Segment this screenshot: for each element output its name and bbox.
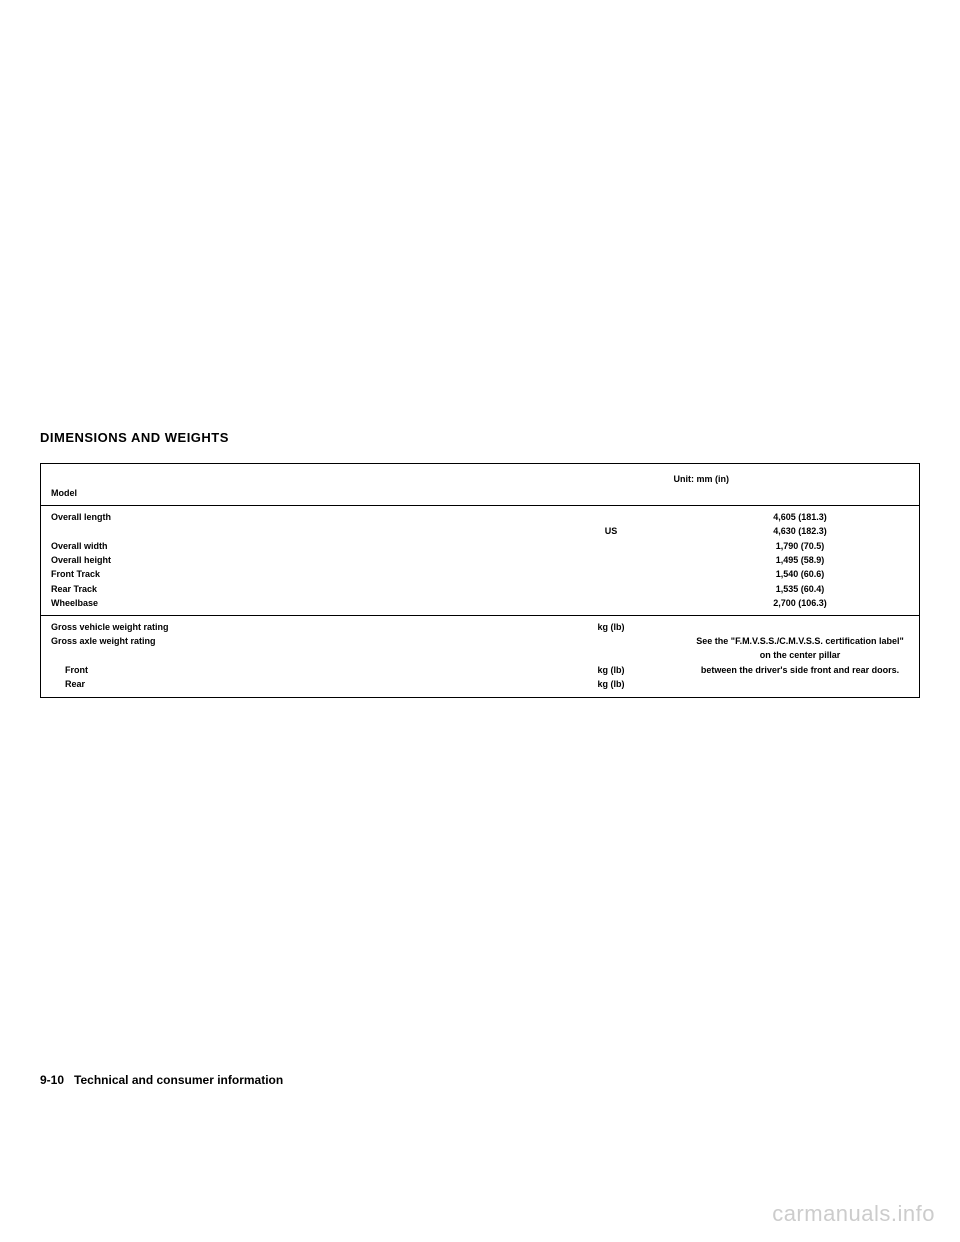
gvwr-unit: kg (lb) bbox=[531, 620, 691, 634]
section-title: DIMENSIONS AND WEIGHTS bbox=[40, 430, 920, 445]
dim-value: 1,495 (58.9) bbox=[691, 553, 909, 567]
dim-mid bbox=[531, 582, 691, 596]
dim-label: Overall height bbox=[51, 553, 531, 567]
dim-value: 1,790 (70.5) bbox=[691, 539, 909, 553]
gawr-label: Gross axle weight rating bbox=[51, 634, 531, 648]
dim-label bbox=[51, 524, 531, 538]
dim-value: 1,540 (60.6) bbox=[691, 567, 909, 581]
rear-label: Rear bbox=[51, 677, 531, 691]
section-name: Technical and consumer information bbox=[74, 1073, 283, 1087]
dim-value: 2,700 (106.3) bbox=[691, 596, 909, 610]
table-row: US 4,630 (182.3) bbox=[51, 524, 909, 538]
dim-value: 4,605 (181.3) bbox=[691, 510, 909, 524]
table-row: Gross vehicle weight rating kg (lb) bbox=[51, 620, 909, 634]
unit-label: Unit: mm (in) bbox=[674, 472, 730, 486]
table-row: Gross axle weight rating See the "F.M.V.… bbox=[51, 634, 909, 663]
watermark: carmanuals.info bbox=[772, 1201, 935, 1227]
table-row: Overall height 1,495 (58.9) bbox=[51, 553, 909, 567]
model-label: Model bbox=[51, 486, 77, 500]
dim-label: Overall width bbox=[51, 539, 531, 553]
table-row: Front Track 1,540 (60.6) bbox=[51, 567, 909, 581]
dim-label: Overall length bbox=[51, 510, 531, 524]
page-number: 9-10 bbox=[40, 1073, 64, 1087]
weights-section: Gross vehicle weight rating kg (lb) Gros… bbox=[41, 616, 919, 698]
front-unit: kg (lb) bbox=[531, 663, 691, 677]
page-footer: 9-10 Technical and consumer information bbox=[40, 1073, 283, 1087]
table-row: Rear Track 1,535 (60.4) bbox=[51, 582, 909, 596]
dim-mid bbox=[531, 510, 691, 524]
dim-mid bbox=[531, 567, 691, 581]
table-row: Front kg (lb) between the driver's side … bbox=[51, 663, 909, 677]
dim-value: 1,535 (60.4) bbox=[691, 582, 909, 596]
weight-note: See the "F.M.V.S.S./C.M.V.S.S. certifica… bbox=[691, 634, 909, 663]
dim-mid: US bbox=[531, 524, 691, 538]
dim-mid bbox=[531, 553, 691, 567]
table-row: Wheelbase 2,700 (106.3) bbox=[51, 596, 909, 610]
dim-mid bbox=[531, 596, 691, 610]
rear-unit: kg (lb) bbox=[531, 677, 691, 691]
front-label: Front bbox=[51, 663, 531, 677]
dim-label: Front Track bbox=[51, 567, 531, 581]
dim-label: Wheelbase bbox=[51, 596, 531, 610]
weight-note: between the driver's side front and rear… bbox=[691, 663, 909, 677]
dimensions-table: Unit: mm (in) Model Overall length 4,605… bbox=[40, 463, 920, 698]
table-row: Overall width 1,790 (70.5) bbox=[51, 539, 909, 553]
dim-label: Rear Track bbox=[51, 582, 531, 596]
table-row: Overall length 4,605 (181.3) bbox=[51, 510, 909, 524]
dim-mid bbox=[531, 539, 691, 553]
dimensions-section: Overall length 4,605 (181.3) US 4,630 (1… bbox=[41, 506, 919, 616]
gvwr-label: Gross vehicle weight rating bbox=[51, 620, 531, 634]
dim-value: 4,630 (182.3) bbox=[691, 524, 909, 538]
table-row: Rear kg (lb) bbox=[51, 677, 909, 691]
